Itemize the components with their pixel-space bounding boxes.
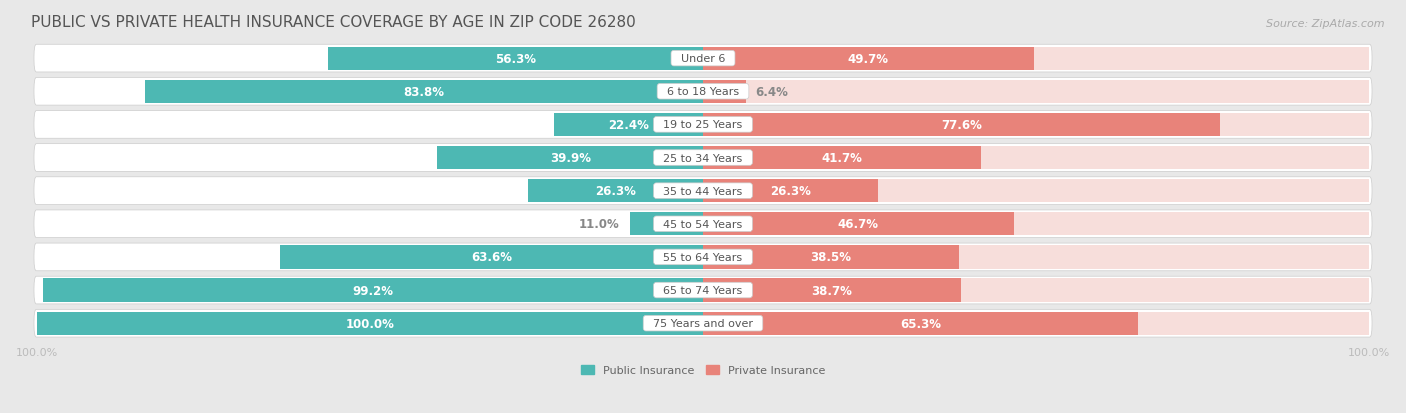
Text: PUBLIC VS PRIVATE HEALTH INSURANCE COVERAGE BY AGE IN ZIP CODE 26280: PUBLIC VS PRIVATE HEALTH INSURANCE COVER… [31, 15, 636, 30]
Bar [38, 312, 703, 335]
Bar [703, 147, 1368, 170]
Bar [42, 279, 703, 302]
Bar [145, 81, 703, 104]
Text: Source: ZipAtlas.com: Source: ZipAtlas.com [1267, 19, 1385, 28]
Bar [328, 47, 703, 71]
Text: 22.4%: 22.4% [607, 119, 650, 132]
Bar [280, 246, 703, 269]
Text: 75 Years and over: 75 Years and over [645, 318, 761, 328]
Text: 65.3%: 65.3% [900, 317, 941, 330]
Bar [703, 246, 959, 269]
Text: Under 6: Under 6 [673, 54, 733, 64]
Text: 77.6%: 77.6% [941, 119, 981, 132]
Text: 19 to 25 Years: 19 to 25 Years [657, 120, 749, 130]
Text: 35 to 44 Years: 35 to 44 Years [657, 186, 749, 196]
Bar [703, 312, 1368, 335]
Text: 26.3%: 26.3% [595, 185, 636, 198]
Bar [554, 114, 703, 137]
FancyBboxPatch shape [34, 211, 1372, 238]
Text: 39.9%: 39.9% [550, 152, 591, 165]
Text: 38.7%: 38.7% [811, 284, 852, 297]
FancyBboxPatch shape [34, 144, 1372, 172]
Bar [703, 312, 1137, 335]
Bar [703, 213, 1014, 236]
Bar [703, 279, 960, 302]
Bar [527, 180, 703, 203]
Legend: Public Insurance, Private Insurance: Public Insurance, Private Insurance [581, 365, 825, 375]
FancyBboxPatch shape [34, 177, 1372, 205]
Bar [703, 114, 1219, 137]
Bar [703, 279, 1368, 302]
Text: 83.8%: 83.8% [404, 85, 444, 99]
Text: 41.7%: 41.7% [821, 152, 862, 165]
FancyBboxPatch shape [34, 78, 1372, 106]
FancyBboxPatch shape [34, 277, 1372, 304]
Bar [630, 213, 703, 236]
Text: 56.3%: 56.3% [495, 52, 536, 65]
Text: 26.3%: 26.3% [770, 185, 811, 198]
Text: 63.6%: 63.6% [471, 251, 512, 264]
Text: 55 to 64 Years: 55 to 64 Years [657, 252, 749, 262]
Bar [703, 81, 745, 104]
FancyBboxPatch shape [34, 111, 1372, 139]
Text: 25 to 34 Years: 25 to 34 Years [657, 153, 749, 163]
Bar [437, 147, 703, 170]
Text: 46.7%: 46.7% [838, 218, 879, 231]
FancyBboxPatch shape [34, 310, 1372, 337]
Bar [703, 147, 980, 170]
Bar [703, 246, 1368, 269]
Text: 99.2%: 99.2% [353, 284, 394, 297]
Text: 45 to 54 Years: 45 to 54 Years [657, 219, 749, 229]
Bar [703, 180, 879, 203]
Bar [703, 114, 1368, 137]
Text: 65 to 74 Years: 65 to 74 Years [657, 285, 749, 295]
Text: 100.0%: 100.0% [346, 317, 395, 330]
FancyBboxPatch shape [34, 45, 1372, 73]
Text: 49.7%: 49.7% [848, 52, 889, 65]
Bar [703, 180, 1368, 203]
Text: 11.0%: 11.0% [579, 218, 620, 231]
Text: 6.4%: 6.4% [755, 85, 789, 99]
Bar [703, 81, 1368, 104]
Bar [703, 47, 1033, 71]
Bar [703, 213, 1368, 236]
FancyBboxPatch shape [34, 244, 1372, 271]
Text: 38.5%: 38.5% [811, 251, 852, 264]
Bar [703, 47, 1368, 71]
Text: 6 to 18 Years: 6 to 18 Years [659, 87, 747, 97]
